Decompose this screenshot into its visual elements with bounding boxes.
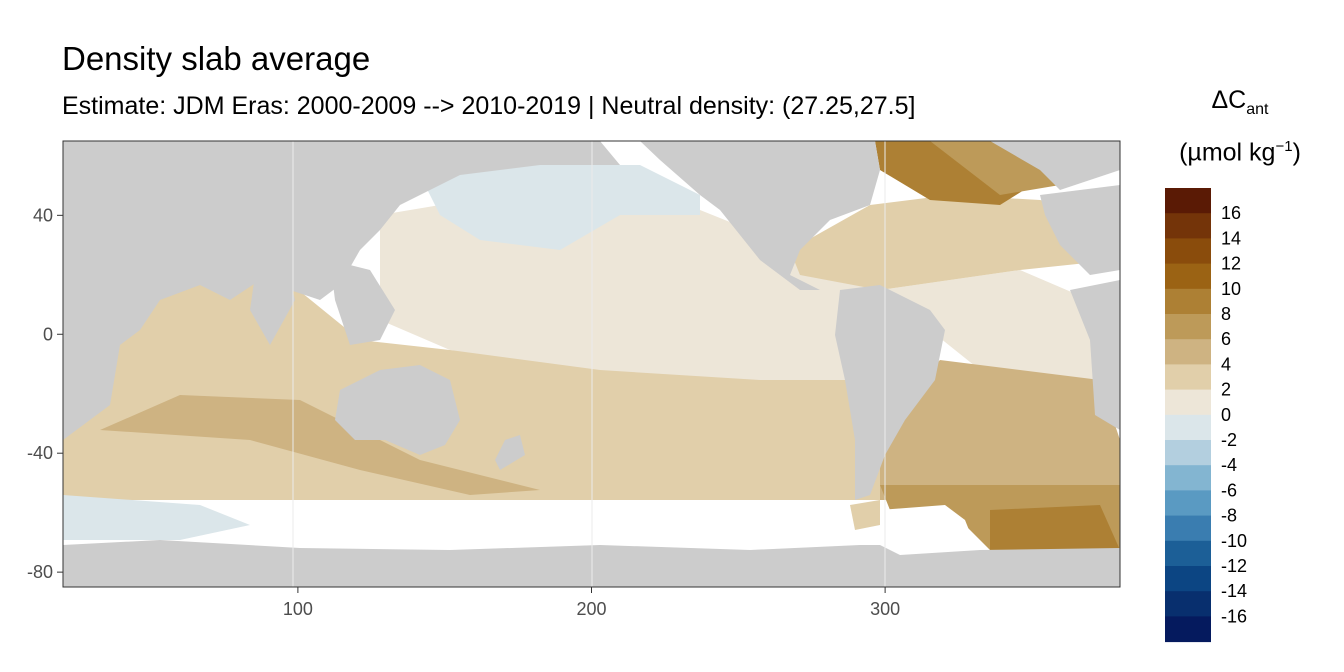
legend-swatch <box>1165 339 1211 365</box>
legend-swatch <box>1165 264 1211 290</box>
legend-label: 0 <box>1221 405 1231 425</box>
legend-swatch <box>1165 364 1211 390</box>
legend-swatch <box>1165 541 1211 567</box>
legend-label: 4 <box>1221 354 1231 374</box>
y-axis: 40 0 -40 -80 <box>27 205 63 582</box>
y-tick-label: 0 <box>43 324 53 344</box>
legend-swatch <box>1165 516 1211 542</box>
legend-label: -16 <box>1221 606 1247 626</box>
legend-swatch <box>1165 490 1211 516</box>
legend-unit-exp: −1 <box>1275 138 1292 155</box>
legend-swatch <box>1165 213 1211 239</box>
legend-label: -4 <box>1221 455 1237 475</box>
legend-label: -6 <box>1221 480 1237 500</box>
legend-swatch <box>1165 188 1211 214</box>
legend-unit-prefix: (µmol kg <box>1179 138 1275 166</box>
x-axis: 100 200 300 <box>283 587 900 619</box>
legend-swatch <box>1165 616 1211 642</box>
legend-symbol: ΔC <box>1211 86 1246 114</box>
legend-swatch <box>1165 415 1211 441</box>
legend-swatch <box>1165 238 1211 264</box>
legend-label: 8 <box>1221 304 1231 324</box>
x-tick-label: 100 <box>283 599 313 619</box>
legend-label: 12 <box>1221 254 1241 274</box>
legend-unit-suffix: ) <box>1293 138 1301 166</box>
legend-swatch <box>1165 591 1211 617</box>
legend-swatch <box>1165 390 1211 416</box>
legend-title-line2: (µmol kg−1) <box>1160 138 1320 167</box>
legend-swatch <box>1165 289 1211 315</box>
color-legend: 16 14 12 10 8 6 4 2 0 -2 -4 -6 -8 -10 -12 -14 -16 <box>1160 186 1280 646</box>
legend-swatch <box>1165 440 1211 466</box>
legend-label: -10 <box>1221 531 1247 551</box>
legend-label: -2 <box>1221 430 1237 450</box>
legend-subscript: ant <box>1246 101 1268 118</box>
legend-swatch <box>1165 465 1211 491</box>
legend-label: 10 <box>1221 279 1241 299</box>
legend-label: 6 <box>1221 329 1231 349</box>
legend-label: 2 <box>1221 380 1231 400</box>
legend-title-line1: ΔCant <box>1160 86 1320 119</box>
legend-swatch <box>1165 314 1211 340</box>
y-tick-label: -80 <box>27 562 53 582</box>
field-weddell <box>990 505 1120 550</box>
x-tick-label: 200 <box>576 599 606 619</box>
legend-label: -12 <box>1221 556 1247 576</box>
legend-swatch <box>1165 566 1211 592</box>
legend-label: 14 <box>1221 228 1241 248</box>
y-tick-label: 40 <box>33 205 53 225</box>
x-tick-label: 300 <box>870 599 900 619</box>
y-tick-label: -40 <box>27 443 53 463</box>
field-drake <box>850 500 880 530</box>
legend-label: 16 <box>1221 203 1241 223</box>
legend-label: -8 <box>1221 506 1237 526</box>
legend-label: -14 <box>1221 581 1247 601</box>
